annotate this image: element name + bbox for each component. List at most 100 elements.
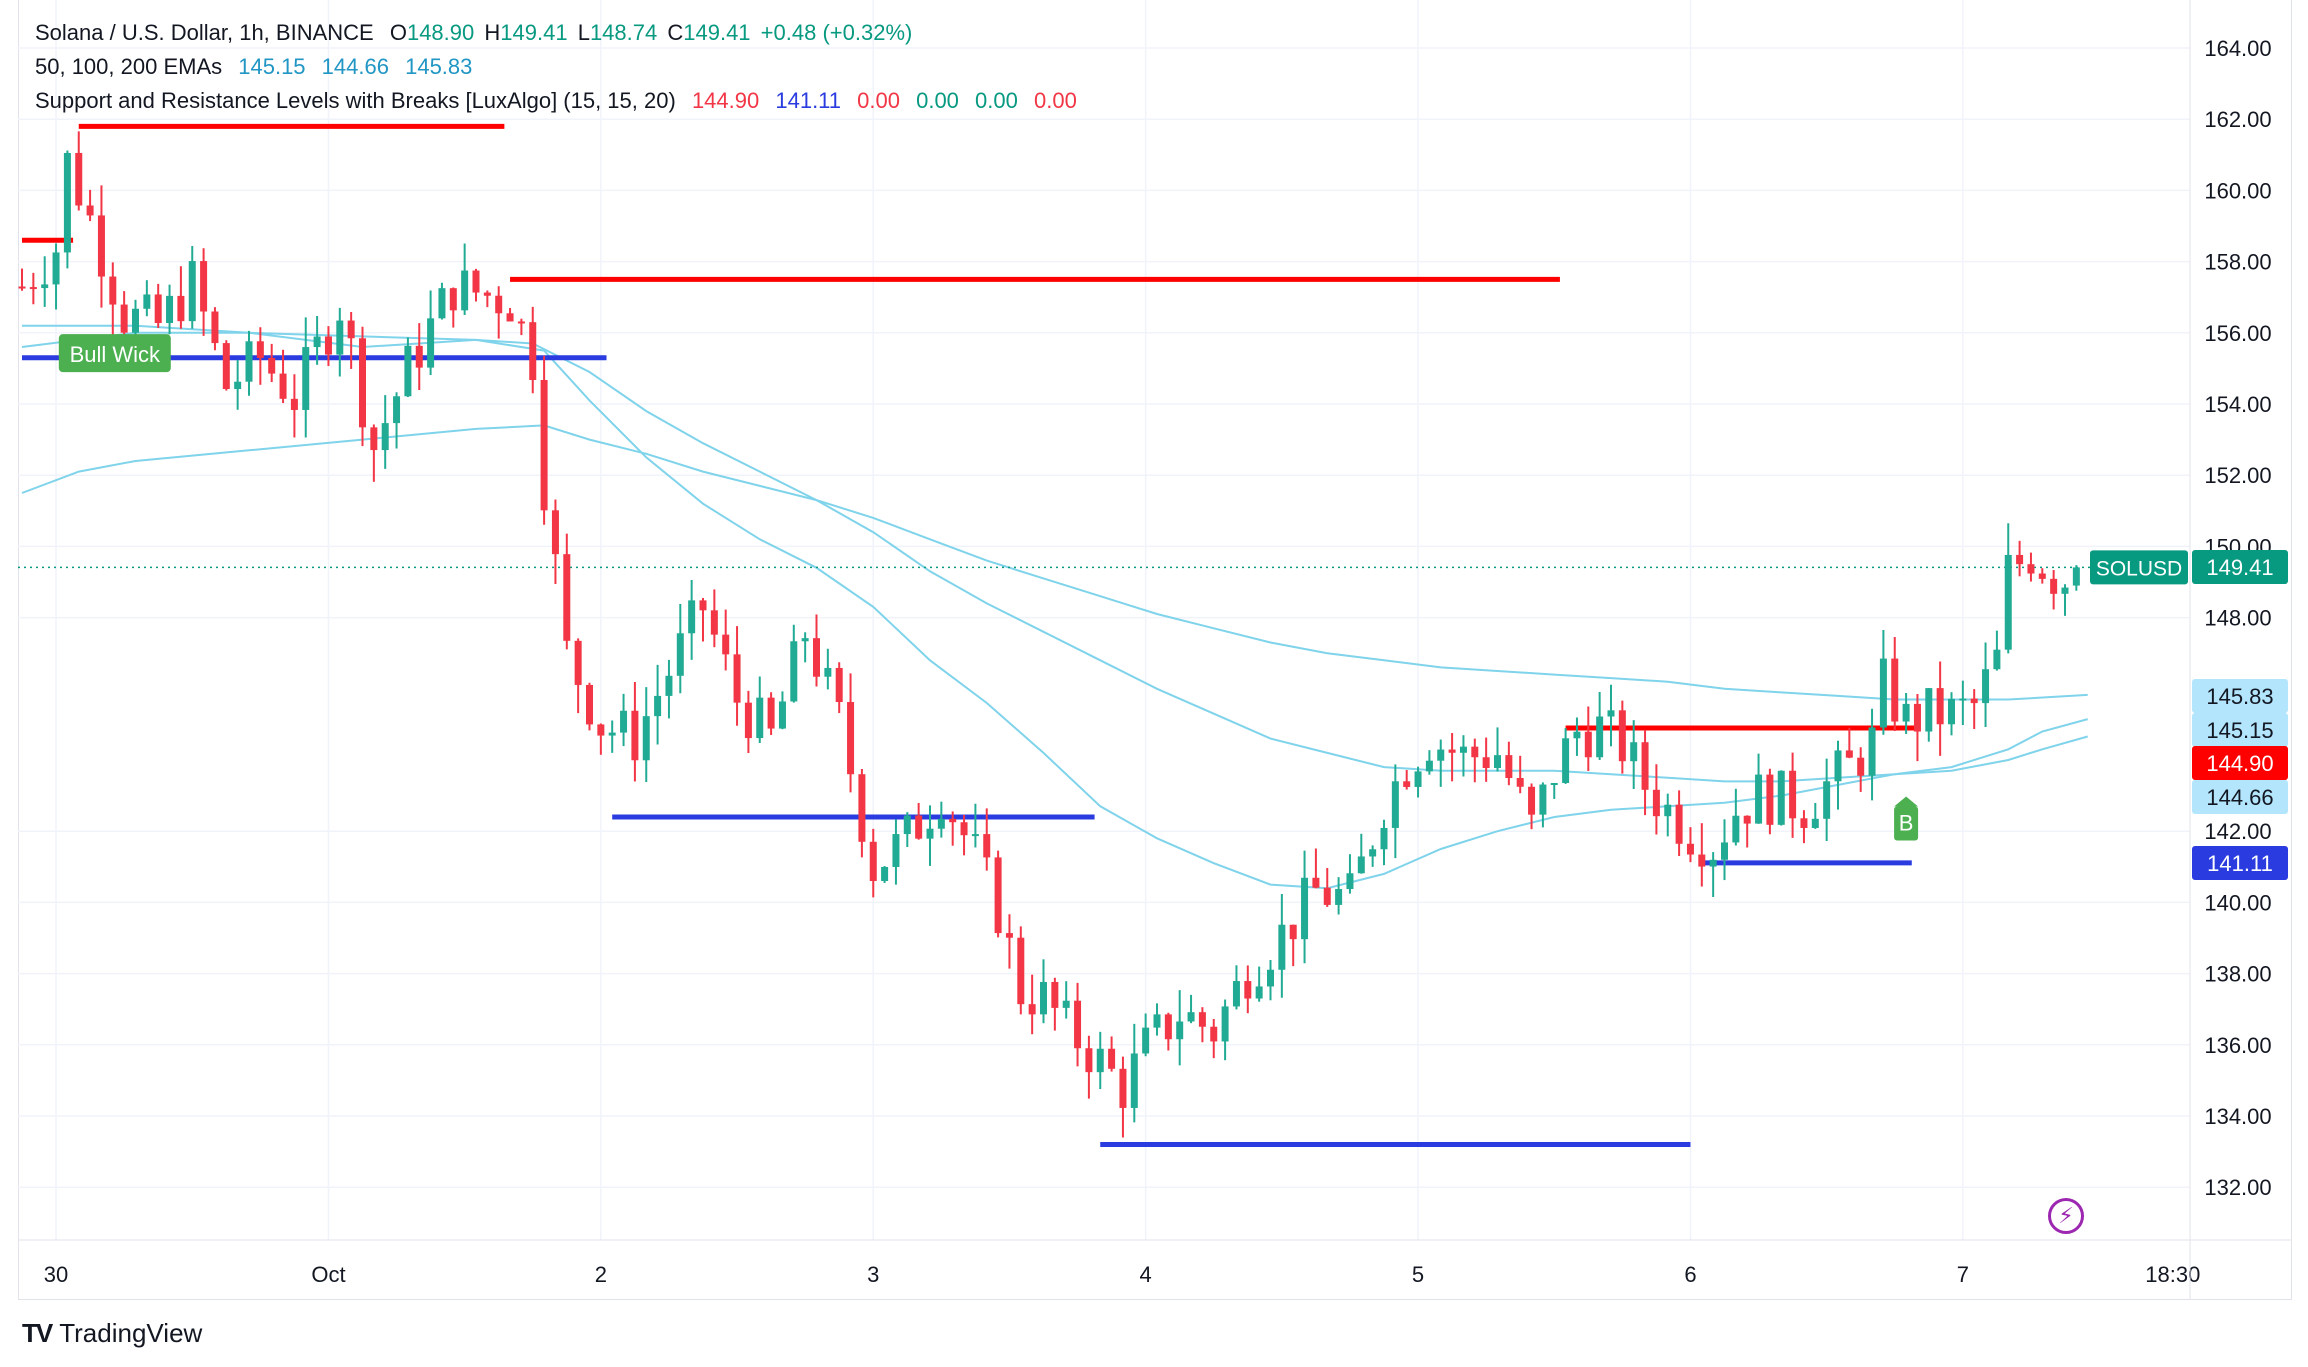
candle-body bbox=[381, 423, 389, 451]
candle-body bbox=[359, 338, 366, 428]
candle-body bbox=[1970, 698, 1978, 704]
candle-body bbox=[336, 320, 344, 355]
candle-body bbox=[1108, 1048, 1116, 1069]
candle-body bbox=[109, 276, 117, 305]
ohlc-open: O148.90 bbox=[389, 20, 475, 45]
candle-body bbox=[642, 716, 650, 761]
candle-body bbox=[1516, 778, 1524, 787]
candle-body bbox=[563, 554, 571, 641]
candle-body bbox=[892, 834, 900, 867]
candle-body bbox=[529, 322, 537, 380]
candle-body bbox=[75, 152, 83, 206]
candle-body bbox=[2061, 587, 2069, 594]
candle-body bbox=[177, 295, 185, 322]
candle-body bbox=[1505, 755, 1513, 779]
candle-body bbox=[347, 320, 355, 339]
y-tick-label: 154.00 bbox=[2204, 392, 2271, 417]
candle-body bbox=[1630, 742, 1638, 762]
candle-body bbox=[1766, 774, 1774, 825]
lightning-icon[interactable]: ⚡ bbox=[2048, 1198, 2084, 1234]
candle-body bbox=[1789, 770, 1797, 819]
ema-50-value: 145.15 bbox=[238, 54, 306, 79]
candle-body bbox=[166, 295, 174, 323]
candle-body bbox=[200, 261, 208, 312]
candle-body bbox=[1437, 749, 1445, 761]
candle-body bbox=[1607, 710, 1615, 717]
y-tick-label: 140.00 bbox=[2204, 890, 2271, 915]
symbol-tag-label: SOLUSD bbox=[2096, 557, 2182, 580]
candle-body bbox=[234, 381, 242, 390]
candle-body bbox=[858, 774, 866, 842]
candle-body bbox=[1482, 757, 1490, 768]
ohlc-low: L148.74 bbox=[577, 20, 658, 45]
candle-body bbox=[1198, 1012, 1206, 1027]
candle-body bbox=[2027, 564, 2035, 574]
symbol-legend[interactable]: Solana / U.S. Dollar, 1h, BINANCE O148.9… bbox=[35, 16, 922, 50]
candle-body bbox=[472, 270, 480, 293]
sr-legend-title: Support and Resistance Levels with Break… bbox=[35, 88, 676, 113]
candle-body bbox=[767, 697, 775, 729]
sr-legend[interactable]: Support and Resistance Levels with Break… bbox=[35, 84, 1087, 118]
tradingview-logo[interactable]: TV TradingView bbox=[22, 1318, 202, 1349]
candle-body bbox=[1369, 849, 1377, 857]
candle-body bbox=[313, 336, 321, 348]
break-label: B bbox=[1899, 811, 1914, 836]
candle-body bbox=[1936, 688, 1944, 725]
candle-body bbox=[256, 341, 264, 358]
candle-body bbox=[1096, 1048, 1104, 1073]
price-tag: 149.41 bbox=[2192, 550, 2288, 584]
ema-legend[interactable]: 50, 100, 200 EMAs 145.15 144.66 145.83 bbox=[35, 50, 482, 84]
candle-body bbox=[631, 710, 639, 761]
price-tag-label: 141.11 bbox=[2207, 851, 2273, 876]
candle-body bbox=[1062, 1000, 1070, 1008]
candle-body bbox=[1721, 842, 1728, 860]
sr-resistance-value: 144.90 bbox=[691, 88, 760, 113]
candle-body bbox=[1187, 1012, 1195, 1022]
candle-body bbox=[18, 286, 26, 289]
candle-body bbox=[1925, 688, 1933, 732]
candle-body bbox=[427, 318, 435, 368]
annotation-layer: Bull Wick B bbox=[58, 334, 1919, 841]
candle-body bbox=[1528, 786, 1536, 815]
candle-body bbox=[688, 600, 696, 634]
candle-body bbox=[1403, 781, 1411, 787]
candle-body bbox=[654, 695, 662, 717]
candle-body bbox=[495, 295, 503, 314]
price-tag: 145.15 bbox=[2192, 713, 2288, 747]
candle-body bbox=[1823, 781, 1831, 819]
candle-body bbox=[983, 834, 991, 858]
candle-body bbox=[1993, 649, 2001, 670]
candle-body bbox=[2072, 567, 2080, 586]
candle-body bbox=[1130, 1053, 1138, 1108]
candle-body bbox=[461, 270, 469, 311]
price-tag: 144.66 bbox=[2192, 780, 2288, 814]
candle-body bbox=[1312, 877, 1320, 888]
y-tick-label: 158.00 bbox=[2204, 250, 2271, 275]
candle-body bbox=[1709, 859, 1717, 867]
candle-body bbox=[415, 345, 423, 368]
candle-body bbox=[1652, 789, 1660, 817]
bull-wick-label: Bull Wick bbox=[70, 342, 161, 367]
sr-value-3: 0.00 bbox=[857, 88, 900, 113]
candle-body bbox=[926, 828, 934, 839]
candle-body bbox=[1868, 727, 1876, 776]
chart-frame bbox=[18, 0, 2292, 1300]
candle-body bbox=[756, 697, 764, 739]
ema-line-ema-50 bbox=[22, 324, 2088, 890]
price-chart[interactable]: Bull Wick B 164.00 162.00 160.00 158.00 156.0… bbox=[0, 0, 2308, 1300]
candle-body bbox=[1959, 698, 1967, 701]
candle-body bbox=[2016, 554, 2024, 565]
bull-wick-badge: Bull Wick bbox=[58, 334, 171, 373]
candle-body bbox=[699, 600, 707, 611]
candle-body bbox=[1210, 1026, 1218, 1042]
candle-body bbox=[937, 818, 945, 829]
candle-body bbox=[1550, 782, 1558, 785]
y-tick-label: 136.00 bbox=[2204, 1033, 2271, 1058]
candle-body bbox=[676, 633, 684, 676]
candle-body bbox=[1164, 1014, 1172, 1040]
candle-body bbox=[813, 638, 820, 677]
y-tick-label: 134.00 bbox=[2204, 1104, 2271, 1129]
candle-body bbox=[1232, 981, 1240, 1007]
candle-body bbox=[1221, 1006, 1229, 1042]
price-tag: 141.11 bbox=[2192, 846, 2288, 880]
